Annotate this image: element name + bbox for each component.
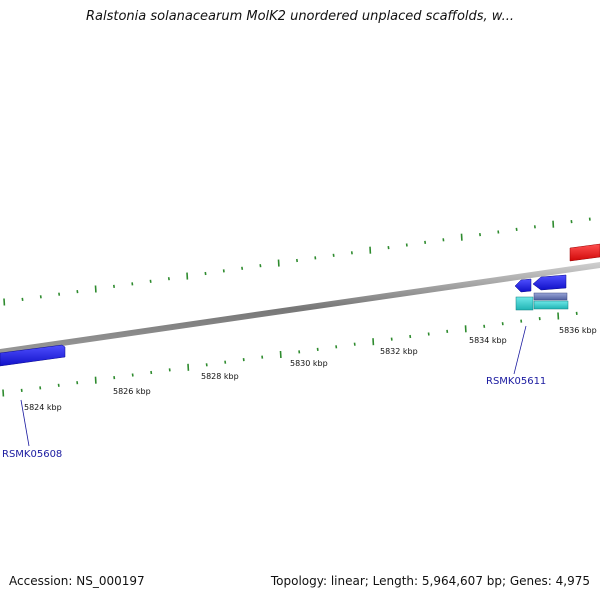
gene-label-line bbox=[513, 325, 527, 375]
ruler-labels: 5824 kbp 5826 kbp 5828 kbp 5830 kbp 5832… bbox=[24, 326, 597, 412]
ruler-ticks-lower bbox=[2, 311, 578, 397]
gene-features[interactable] bbox=[0, 243, 600, 367]
gene-label-line bbox=[20, 399, 30, 447]
tick-label: 5826 kbp bbox=[113, 387, 151, 396]
tick-label: 5828 kbp bbox=[201, 372, 239, 381]
gene-rsmk05608[interactable] bbox=[0, 344, 66, 367]
ruler-ticks-upper bbox=[3, 217, 591, 306]
gene-label-rsmk05608[interactable]: RSMK05608 bbox=[2, 449, 62, 460]
tick-label: 5830 kbp bbox=[290, 359, 328, 368]
gene-pseudo-feature[interactable] bbox=[533, 292, 568, 301]
accession-text: Accession: NS_000197 bbox=[9, 574, 145, 588]
gene-rna-feature[interactable] bbox=[533, 300, 569, 310]
tick-label: 5836 kbp bbox=[559, 326, 597, 335]
gene-small-arrow[interactable] bbox=[514, 278, 532, 293]
tick-label: 5824 kbp bbox=[24, 403, 62, 412]
gene-red-feature[interactable] bbox=[569, 243, 600, 262]
topology-summary: Topology: linear; Length: 5,964,607 bp; … bbox=[270, 574, 590, 588]
gene-label-rsmk05611[interactable]: RSMK05611 bbox=[486, 376, 546, 387]
tick-label: 5834 kbp bbox=[469, 336, 507, 345]
gene-rna-feature[interactable] bbox=[515, 296, 534, 311]
map-title: Ralstonia solanacearum MolK2 unordered u… bbox=[85, 9, 514, 24]
genome-backbone bbox=[0, 262, 600, 355]
tick-label: 5832 kbp bbox=[380, 347, 418, 356]
gene-rsmk05611[interactable] bbox=[532, 274, 567, 291]
